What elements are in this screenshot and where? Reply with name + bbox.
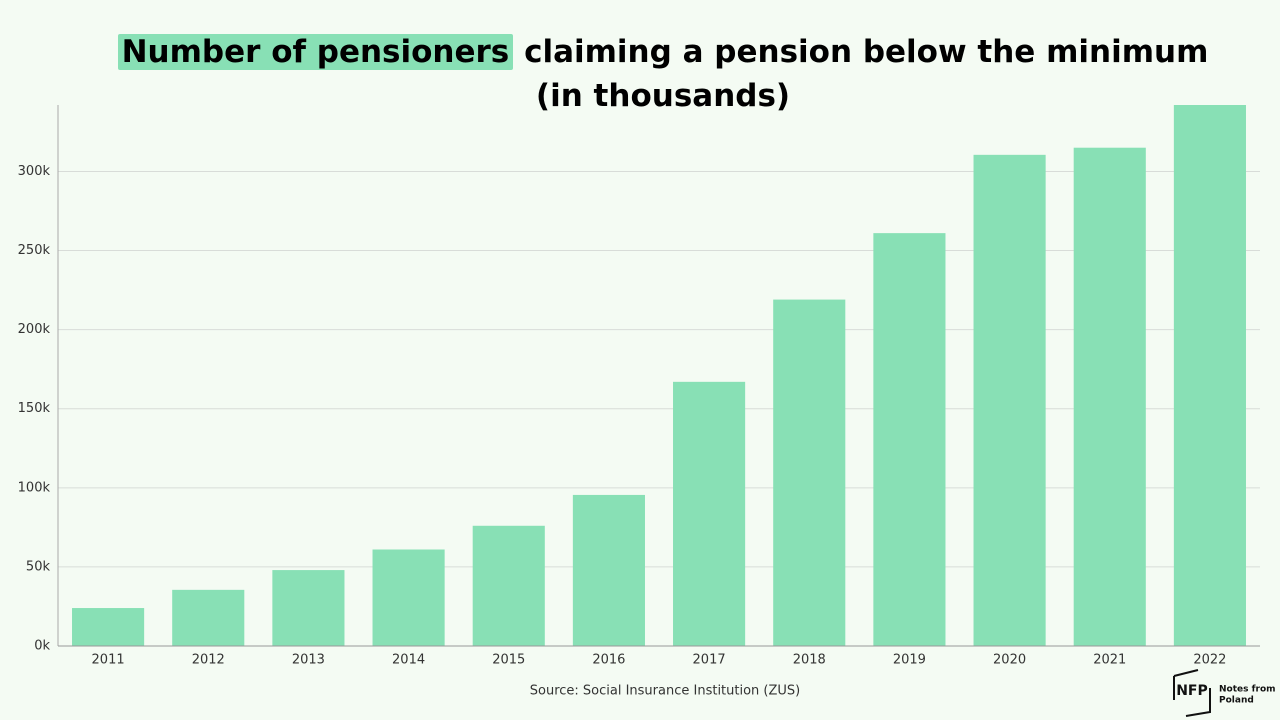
bar [1173,105,1246,646]
logo-frame [1173,669,1211,717]
x-tick-label: 2014 [392,653,425,668]
y-tick-label: 100k [18,480,51,495]
x-tick-label: 2017 [693,653,726,668]
title-text: claiming a pension below the minimum [524,34,1209,70]
bar [372,549,445,646]
x-tick-label: 2013 [292,653,325,668]
bar [272,570,345,646]
x-tick-label: 2019 [893,653,926,668]
y-tick-label: 50k [26,559,51,574]
x-tick-label: 2011 [92,653,125,668]
logo-text: Notes from [1219,685,1276,695]
x-tick-label: 2021 [1093,653,1126,668]
logo: NFP Notes from Poland [1173,669,1276,717]
bar [1073,147,1146,647]
x-tick-label: 2015 [492,653,525,668]
bar [72,608,145,646]
y-tick-label: 150k [18,401,51,416]
y-tick-label: 250k [18,243,51,258]
x-tick-label: 2012 [192,653,225,668]
bar [472,525,545,646]
x-tick-label: 2018 [793,653,826,668]
title-text: (in thousands) [535,78,791,114]
title-highlight: Number of pensioners [117,34,514,70]
source: Source: Social Insurance Institution (ZU… [530,684,801,699]
x-tick-label: 2020 [993,653,1026,668]
x-tick-label: 2022 [1193,653,1226,668]
logo-text: Poland [1219,696,1254,706]
y-tick-label: 200k [18,322,51,337]
y-tick-label: 0k [34,639,50,654]
logo-mark: NFP [1176,683,1208,699]
bar [172,589,245,646]
y-tick-label: 300k [18,164,51,179]
bar [973,154,1046,646]
bar [873,233,946,646]
x-tick-label: 2016 [592,653,625,668]
bar [773,299,846,646]
bar [572,494,645,646]
bar [673,381,746,646]
chart-title: Number of pensioners claiming a pension … [0,30,1280,118]
